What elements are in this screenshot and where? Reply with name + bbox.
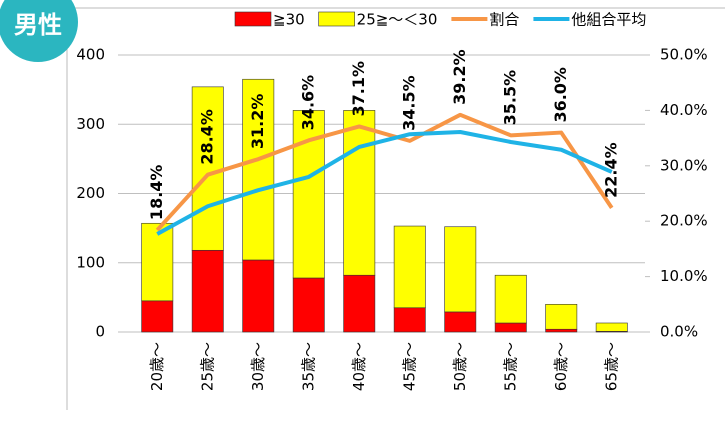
bar xyxy=(343,110,376,276)
badge-text: 男性 xyxy=(14,11,62,39)
y-tick-label: 400 xyxy=(76,46,105,64)
line xyxy=(155,112,614,232)
bar xyxy=(444,311,477,333)
bar xyxy=(242,259,275,333)
legend-swatch xyxy=(234,11,272,27)
x-tick-label: 65歳～ xyxy=(602,342,620,391)
y-tick-label: 300 xyxy=(76,115,105,133)
bar xyxy=(141,300,174,333)
legend-label: ≧30 xyxy=(273,11,305,29)
bar xyxy=(545,328,578,333)
x-tick-label: 60歳～ xyxy=(552,342,570,391)
bar xyxy=(494,274,527,324)
legend-label: 他組合平均 xyxy=(571,11,646,29)
legend-label: 割合 xyxy=(489,11,519,29)
x-tick-label: 45歳～ xyxy=(400,342,418,391)
bar xyxy=(393,307,426,333)
bar xyxy=(191,249,224,333)
data-label: 34.6% xyxy=(298,75,317,131)
data-label: 18.4% xyxy=(147,165,166,221)
data-label: 35.5% xyxy=(500,70,519,126)
badge-circle xyxy=(0,0,78,62)
data-label: 39.2% xyxy=(450,49,469,105)
y-tick-label: 100 xyxy=(76,253,105,271)
bar xyxy=(191,86,224,251)
y2-tick-label: 0.0% xyxy=(660,323,698,341)
x-tick-label: 55歳～ xyxy=(501,342,519,391)
x-tick-label: 25歳～ xyxy=(198,342,216,391)
y-tick-label: 0 xyxy=(95,323,105,341)
y2-tick-label: 40.0% xyxy=(660,101,708,119)
data-label: 37.1% xyxy=(349,61,368,117)
bar xyxy=(343,274,376,333)
bar xyxy=(545,303,578,330)
x-tick-label: 20歳～ xyxy=(148,342,166,391)
bar xyxy=(141,222,174,302)
bar xyxy=(444,226,477,313)
y2-tick-label: 10.0% xyxy=(660,267,708,285)
data-label: 34.5% xyxy=(399,75,418,131)
x-tick-label: 30歳～ xyxy=(249,342,267,391)
y2-tick-label: 50.0% xyxy=(660,46,708,64)
bar xyxy=(494,322,527,333)
legend-swatch xyxy=(318,11,355,27)
data-label: 31.2% xyxy=(248,94,267,150)
x-tick-label: 40歳～ xyxy=(350,342,368,391)
data-label: 28.4% xyxy=(197,109,216,165)
y-tick-label: 200 xyxy=(76,184,105,202)
y2-tick-label: 20.0% xyxy=(660,212,708,230)
bar xyxy=(242,78,275,261)
data-label: 36.0% xyxy=(551,67,570,123)
legend-label: 25≧～＜30 xyxy=(357,11,438,29)
bar xyxy=(393,225,426,309)
x-tick-label: 35歳～ xyxy=(299,342,317,391)
y2-tick-label: 30.0% xyxy=(660,156,708,174)
line xyxy=(156,130,613,236)
data-label: 22.4% xyxy=(601,142,620,198)
bar xyxy=(595,322,628,332)
x-tick-label: 50歳～ xyxy=(451,342,469,391)
bar xyxy=(292,277,325,333)
